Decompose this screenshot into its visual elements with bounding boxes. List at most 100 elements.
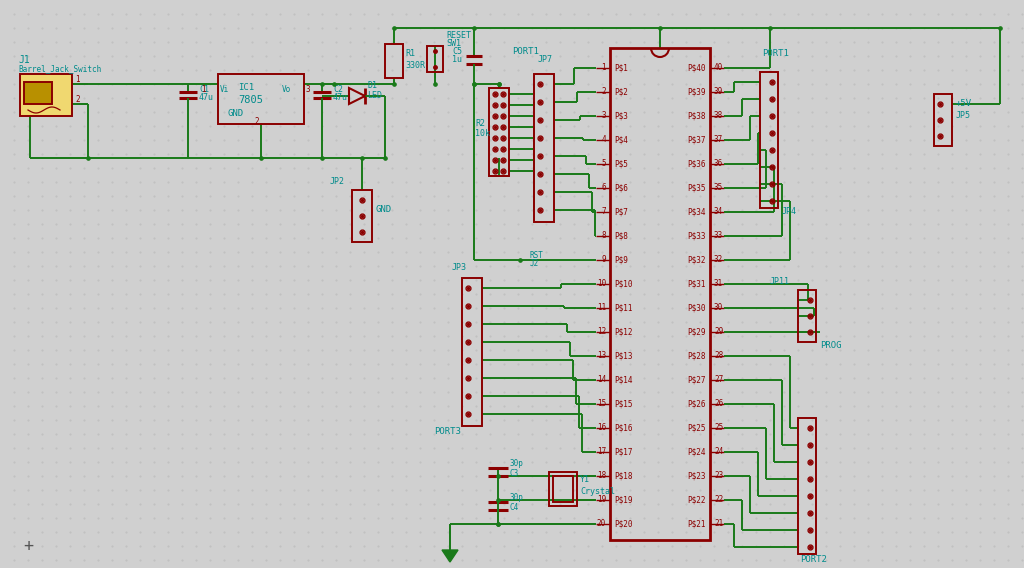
Text: 3: 3 [306, 86, 310, 94]
Text: P$23: P$23 [687, 471, 706, 481]
Text: 1: 1 [202, 86, 206, 94]
Text: 22: 22 [714, 495, 723, 504]
Text: 3: 3 [601, 111, 606, 120]
Bar [534, 74, 554, 222]
Text: P$25: P$25 [687, 424, 706, 432]
Text: Vi: Vi [220, 86, 229, 94]
Text: 29: 29 [714, 328, 723, 336]
Text: 47u: 47u [199, 94, 214, 102]
Bar [553, 476, 573, 502]
Text: P$29: P$29 [687, 328, 706, 336]
Text: P$20: P$20 [614, 520, 633, 528]
Text: 31: 31 [714, 279, 723, 289]
Text: P$9: P$9 [614, 256, 628, 265]
Text: P$6: P$6 [614, 183, 628, 193]
Text: 27: 27 [714, 375, 723, 385]
Text: 26: 26 [714, 399, 723, 408]
Text: P$2: P$2 [614, 87, 628, 97]
Text: P$32: P$32 [687, 256, 706, 265]
Text: C2: C2 [333, 86, 343, 94]
Text: LED: LED [367, 91, 382, 101]
Text: IC1: IC1 [238, 83, 254, 93]
Text: 1: 1 [75, 76, 80, 85]
Text: P$14: P$14 [614, 375, 633, 385]
Text: 37: 37 [714, 136, 723, 144]
Text: 7: 7 [601, 207, 606, 216]
Text: +: + [23, 537, 33, 555]
Bar [760, 72, 778, 208]
Polygon shape [442, 550, 458, 562]
Text: JP5: JP5 [956, 111, 971, 120]
Bar [798, 290, 816, 342]
Text: JP3: JP3 [452, 264, 467, 273]
Bar [549, 472, 577, 506]
Text: 2: 2 [601, 87, 606, 97]
Text: P$40: P$40 [687, 64, 706, 73]
Text: R1: R1 [406, 49, 415, 59]
Text: 36: 36 [714, 160, 723, 169]
Text: Y1: Y1 [580, 475, 590, 485]
Text: +5V: +5V [956, 99, 972, 108]
Text: P$31: P$31 [687, 279, 706, 289]
Text: 1: 1 [601, 64, 606, 73]
Text: P$19: P$19 [614, 495, 633, 504]
Text: J1: J1 [18, 55, 30, 65]
Text: 30p: 30p [510, 460, 524, 469]
Text: 13: 13 [597, 352, 606, 361]
Text: 17: 17 [597, 448, 606, 457]
Text: PROG: PROG [820, 341, 842, 350]
Text: PORT1: PORT1 [762, 49, 788, 59]
Text: P$27: P$27 [687, 375, 706, 385]
Text: C1: C1 [199, 86, 209, 94]
Text: P$16: P$16 [614, 424, 633, 432]
Text: C4: C4 [510, 503, 519, 512]
Bar [934, 94, 952, 146]
Text: 18: 18 [597, 471, 606, 481]
Text: R2: R2 [475, 119, 485, 127]
Text: 28: 28 [714, 352, 723, 361]
Bar [20, 74, 72, 116]
Text: SW1: SW1 [446, 40, 461, 48]
Text: Barrel_Jack_Switch: Barrel_Jack_Switch [18, 65, 101, 73]
Bar [798, 418, 816, 554]
Text: 10: 10 [597, 279, 606, 289]
Text: 21: 21 [714, 520, 723, 528]
Text: 25: 25 [714, 424, 723, 432]
Text: 38: 38 [714, 111, 723, 120]
Text: P$15: P$15 [614, 399, 633, 408]
Text: 4: 4 [601, 136, 606, 144]
Text: GND: GND [376, 206, 392, 215]
Text: RESET: RESET [446, 31, 471, 40]
Text: 24: 24 [714, 448, 723, 457]
Text: 330R: 330R [406, 61, 425, 70]
Text: GND: GND [228, 110, 244, 119]
Text: P$8: P$8 [614, 232, 628, 240]
Text: 11: 11 [597, 303, 606, 312]
Text: 15: 15 [597, 399, 606, 408]
Text: P$24: P$24 [687, 448, 706, 457]
Text: P$18: P$18 [614, 471, 633, 481]
Text: 14: 14 [597, 375, 606, 385]
Text: JP11: JP11 [770, 278, 790, 286]
Text: RST: RST [530, 250, 544, 260]
Text: P$38: P$38 [687, 111, 706, 120]
Text: P$28: P$28 [687, 352, 706, 361]
Text: P$33: P$33 [687, 232, 706, 240]
Text: 1u: 1u [452, 56, 462, 65]
Text: 40: 40 [714, 64, 723, 73]
Text: J2: J2 [530, 260, 540, 269]
Text: P$12: P$12 [614, 328, 633, 336]
Bar [610, 48, 710, 540]
Text: 30p: 30p [510, 494, 524, 503]
Text: 20: 20 [597, 520, 606, 528]
Text: P$17: P$17 [614, 448, 633, 457]
Bar [352, 190, 372, 242]
Bar [218, 74, 304, 124]
Text: 34: 34 [714, 207, 723, 216]
Text: P$1: P$1 [614, 64, 628, 73]
Text: 39: 39 [714, 87, 723, 97]
Text: JP4: JP4 [782, 207, 797, 216]
Text: P$36: P$36 [687, 160, 706, 169]
Text: 32: 32 [714, 256, 723, 265]
Text: 6: 6 [601, 183, 606, 193]
